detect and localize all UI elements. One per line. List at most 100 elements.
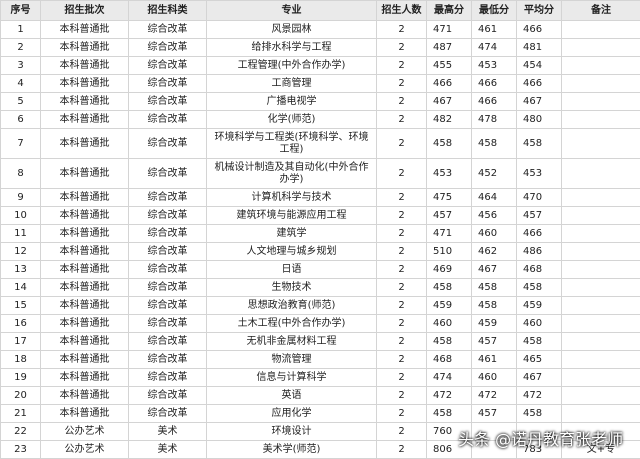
table-cell [562,405,640,423]
table-cell: 8 [1,159,41,189]
table-cell: 459 [517,297,562,315]
table-cell: 环境科学与工程类(环境科学、环境工程) [207,129,377,159]
table-cell: 454 [517,57,562,75]
header-cell: 招生批次 [41,1,129,21]
table-cell: 综合改革 [129,279,207,297]
table-cell: 综合改革 [129,39,207,57]
table-cell: 本科普通批 [41,243,129,261]
table-cell: 458 [517,279,562,297]
table-cell: 本科普通批 [41,207,129,225]
table-cell: 458 [427,279,472,297]
table-cell: 本科普通批 [41,261,129,279]
table-cell: 457 [427,207,472,225]
table-cell: 474 [472,39,517,57]
table-cell: 18 [1,351,41,369]
table-cell: 457 [517,207,562,225]
table-cell: 综合改革 [129,159,207,189]
table-cell: 4 [1,75,41,93]
table-cell: 2 [377,297,427,315]
table-cell: 457 [472,405,517,423]
table-cell [562,207,640,225]
table-cell: 计算机科学与技术 [207,189,377,207]
table-cell: 综合改革 [129,189,207,207]
table-cell: 2 [377,93,427,111]
table-cell: 2 [377,279,427,297]
table-cell [562,333,640,351]
table-cell: 467 [517,93,562,111]
table-cell: 453 [472,57,517,75]
table-cell [562,111,640,129]
watermark: 头条 @诺丹教育张老师 [458,426,623,450]
table-cell: 本科普通批 [41,93,129,111]
table-cell: 2 [377,39,427,57]
table-cell: 综合改革 [129,21,207,39]
table-cell: 467 [472,261,517,279]
table-cell: 19 [1,369,41,387]
table-cell: 21 [1,405,41,423]
table-cell: 3 [1,57,41,75]
table-cell: 信息与计算科学 [207,369,377,387]
table-cell: 机械设计制造及其自动化(中外合作办学) [207,159,377,189]
table-cell: 453 [517,159,562,189]
table-cell [562,261,640,279]
table-cell: 471 [427,225,472,243]
table-cell: 472 [427,387,472,405]
table-cell: 23 [1,441,41,459]
table-cell: 460 [472,369,517,387]
header-cell: 最低分 [472,1,517,21]
table-cell: 481 [517,39,562,57]
table-cell: 综合改革 [129,315,207,333]
table-cell: 广播电视学 [207,93,377,111]
table-cell: 综合改革 [129,333,207,351]
table-cell: 2 [377,387,427,405]
table-cell [562,75,640,93]
table-cell: 2 [377,441,427,459]
table-cell [562,129,640,159]
header-cell: 序号 [1,1,41,21]
table-cell: 7 [1,129,41,159]
table-cell: 2 [377,261,427,279]
table-cell: 460 [427,315,472,333]
table-cell: 466 [517,75,562,93]
table-cell: 487 [427,39,472,57]
table-cell: 14 [1,279,41,297]
table-cell: 应用化学 [207,405,377,423]
table-cell: 458 [427,129,472,159]
table-cell: 综合改革 [129,57,207,75]
table-cell: 482 [427,111,472,129]
table-cell: 458 [427,333,472,351]
table-cell [562,225,640,243]
table-cell: 美术学(师范) [207,441,377,459]
table-cell: 1 [1,21,41,39]
table-cell: 本科普通批 [41,129,129,159]
header-cell: 招生科类 [129,1,207,21]
table-cell [562,279,640,297]
table-cell: 综合改革 [129,369,207,387]
table-cell: 2 [377,333,427,351]
table-cell: 22 [1,423,41,441]
table-cell: 472 [517,387,562,405]
table-cell: 2 [377,405,427,423]
table-cell: 本科普通批 [41,75,129,93]
table-cell: 综合改革 [129,225,207,243]
table-cell: 480 [517,111,562,129]
table-cell: 458 [472,297,517,315]
table-cell: 土木工程(中外合作办学) [207,315,377,333]
table-cell: 工商管理 [207,75,377,93]
table-cell: 468 [517,261,562,279]
table-cell: 化学(师范) [207,111,377,129]
header-cell: 招生人数 [377,1,427,21]
